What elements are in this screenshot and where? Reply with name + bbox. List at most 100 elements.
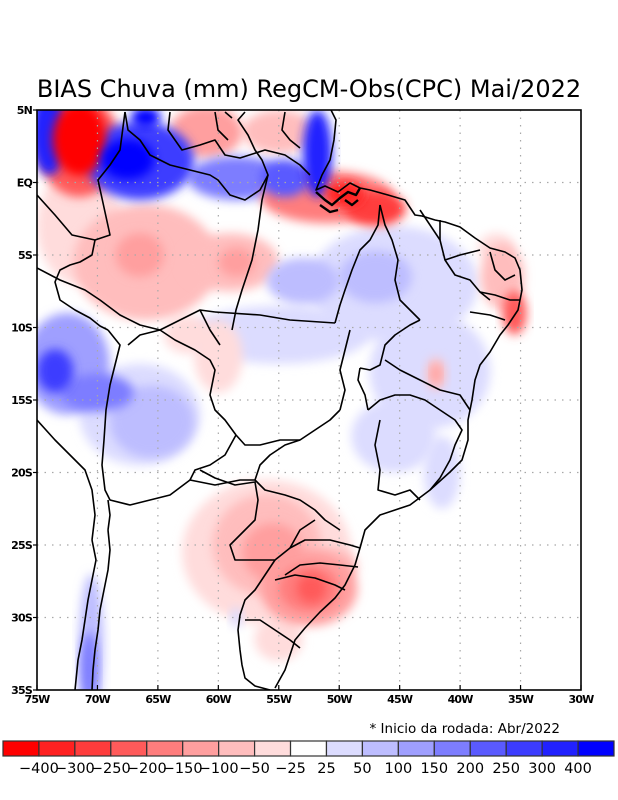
bias-region-minas-wet <box>351 400 436 473</box>
x-tick-label: 60W <box>206 693 232 706</box>
colorbar-swatch <box>505 740 543 757</box>
border-amazonas-para <box>231 174 269 331</box>
colorbar-swatch <box>2 740 40 757</box>
colorbar-swatch <box>218 740 256 757</box>
colorbar-label: −250 <box>91 761 131 777</box>
chart-title: BIAS Chuva (mm) RegCM-Obs(CPC) Mai/2022 <box>37 75 581 103</box>
bias-region-para-north-wet2 <box>260 159 310 197</box>
x-tick-label: 45W <box>387 693 413 706</box>
colorbar-swatch <box>397 740 435 757</box>
border-paraguay <box>199 469 316 561</box>
border-bahia <box>357 319 471 411</box>
border-parana-sc-rs <box>274 539 361 591</box>
map-borders <box>37 110 523 690</box>
gridlines <box>37 110 581 690</box>
colorbar-label: 150 <box>420 761 448 777</box>
colorbar-label: −300 <box>55 761 95 777</box>
bias-region-rs-dry-core <box>296 574 326 603</box>
colorbar-swatch <box>74 740 112 757</box>
colorbar-label: 200 <box>456 761 484 777</box>
coast-amazon-delta <box>315 187 362 214</box>
y-tick-label: 20S <box>11 467 33 480</box>
x-tick-label: 70W <box>85 693 111 706</box>
colorbar-swatch <box>325 740 364 757</box>
border-west-andes <box>37 419 111 541</box>
border-guianas <box>167 111 311 176</box>
coastline-south-america <box>274 110 523 689</box>
bias-region-suriname-dry <box>242 110 316 154</box>
run-start-note: * Inicio da rodada: Abr/2022 <box>370 721 560 737</box>
colorbar-label: 400 <box>564 761 592 777</box>
border-acre <box>54 239 109 331</box>
colorbar-label: −25 <box>275 761 306 777</box>
bias-region-bahia-dry-core <box>431 365 441 383</box>
bias-region-rondonia-dry2 <box>163 315 213 354</box>
y-tick-label: 5S <box>18 249 33 262</box>
colorbar-label: 25 <box>317 761 335 777</box>
colorbar-swatch <box>146 740 184 757</box>
y-tick-label: EQ <box>17 177 33 190</box>
coast-chile <box>74 529 111 690</box>
x-tick-label: 30W <box>568 693 594 706</box>
border-tocantins <box>334 204 381 411</box>
y-tick-label: 35S <box>11 684 33 697</box>
border-minas <box>367 394 463 501</box>
border-argentina-uruguay <box>237 559 301 690</box>
colorbar-label: −400 <box>19 761 59 777</box>
colorbar-swatch <box>469 740 507 757</box>
colorbar-label: 300 <box>528 761 556 777</box>
colorbar-swatch <box>38 740 76 757</box>
border-goias-mg <box>254 409 341 531</box>
x-tick-label: 50W <box>327 693 353 706</box>
y-tick-label: 5N <box>17 104 33 117</box>
colorbar-label: −200 <box>127 761 167 777</box>
colorbar-swatch <box>361 740 399 757</box>
colorbar-label: −50 <box>239 761 270 777</box>
colorbar-label: 250 <box>492 761 520 777</box>
x-tick-label: 65W <box>145 693 171 706</box>
bias-region-peru-wet-core <box>37 349 74 393</box>
bias-region-north-amazon-dry <box>52 110 106 176</box>
border-northwest <box>37 111 126 241</box>
border-nordeste-states <box>439 220 520 321</box>
colorbar-swatch <box>182 740 220 757</box>
colorbar-swatch <box>541 740 579 757</box>
colorbar-swatch <box>289 740 328 757</box>
y-tick-label: 10S <box>11 322 33 335</box>
border-peru-brazil <box>37 267 216 331</box>
bias-region-peru-wet-band <box>61 373 134 412</box>
x-tick-label: 40W <box>448 693 474 706</box>
colorbar-label: −100 <box>199 761 239 777</box>
y-tick-label: 15S <box>11 394 33 407</box>
bias-region-venezuela-wet <box>131 110 161 128</box>
colorbar: −400−300−250−200−150−100 −50 −25 25 50 100 150… <box>2 740 615 777</box>
border-maranhao-piaui <box>379 204 491 321</box>
y-tick-label: 30S <box>11 612 33 625</box>
colorbar-label: 100 <box>385 761 413 777</box>
colorbar-swatch <box>433 740 471 757</box>
colorbar-swatch <box>253 740 292 757</box>
x-tick-label: 35W <box>508 693 534 706</box>
border-venezuela-brazil <box>124 111 269 201</box>
x-tick-label: 75W <box>24 693 50 706</box>
border-mato-grosso-north <box>214 311 336 324</box>
colorbar-label: 50 <box>353 761 371 777</box>
bias-region-central-amazon-dry-core <box>115 233 164 277</box>
colorbar-swatch <box>577 740 615 757</box>
bias-region-amazonas-dry-core <box>218 247 255 277</box>
y-tick-label: 25S <box>11 539 33 552</box>
border-mato-grosso-sul <box>189 434 300 486</box>
bias-region-nordeste-wet-core <box>339 250 412 303</box>
border-bolivia-paraguay <box>101 329 191 506</box>
bias-region-bolivia-wet <box>109 385 195 458</box>
border-rondonia <box>159 309 237 436</box>
colorbar-label: −150 <box>163 761 203 777</box>
bias-region-amapa-wet <box>302 110 332 197</box>
bias-region-tapajos-wet <box>266 257 340 305</box>
bias-region-roraima-wet-core <box>101 139 155 180</box>
x-tick-label: 55W <box>266 693 292 706</box>
x-axis: 75W 70W 65W 60W 55W 50W 45W 40W 35W 30W <box>24 685 595 706</box>
colorbar-swatch <box>110 740 148 757</box>
y-axis: 5N EQ 5S 10S 15S 20S 25S 30S 35S <box>11 104 37 697</box>
